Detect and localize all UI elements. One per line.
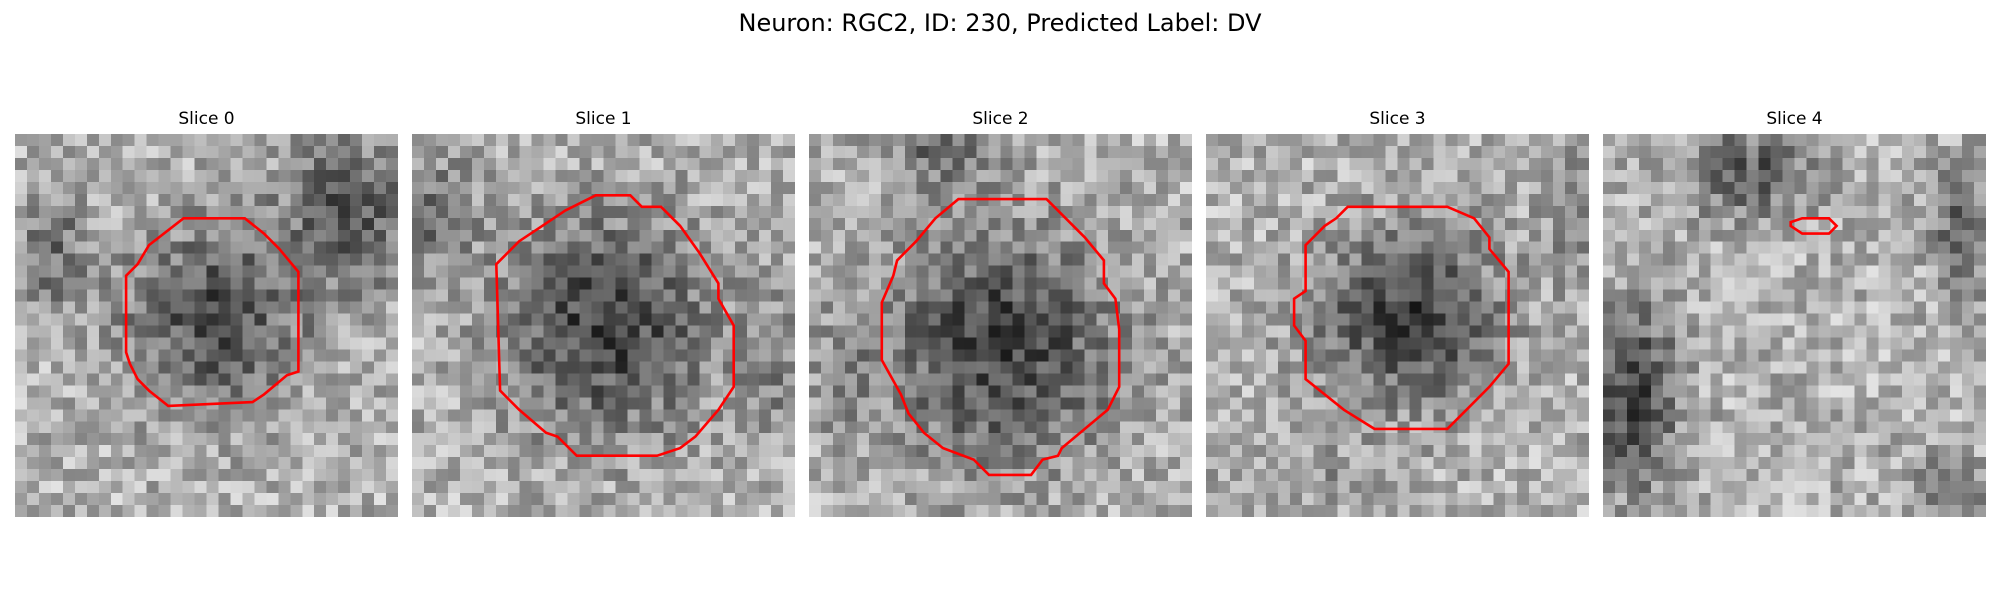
slice-image [15, 134, 398, 517]
segmentation-contour [124, 217, 300, 408]
slice-panel-1: Slice 1 [412, 108, 795, 520]
segmentation-contour [494, 193, 736, 458]
figure-title: Neuron: RGC2, ID: 230, Predicted Label: … [738, 9, 1262, 37]
slice-panel-0: Slice 0 [15, 108, 398, 520]
slice-image [809, 134, 1192, 517]
slice-image [412, 134, 795, 517]
pixel-grid [412, 134, 795, 517]
segmentation-contour [1789, 217, 1839, 235]
slice-title: Slice 3 [1369, 109, 1426, 129]
pixel-grid [1603, 134, 1986, 517]
segmentation-contour [1292, 205, 1510, 431]
slice-title: Slice 0 [178, 109, 235, 129]
pixel-grid [15, 134, 398, 517]
slice-title: Slice 2 [972, 109, 1029, 129]
slice-title: Slice 4 [1766, 109, 1823, 129]
slice-panel-3: Slice 3 [1206, 108, 1589, 520]
slice-panel-4: Slice 4 [1603, 108, 1986, 520]
slice-panel-2: Slice 2 [809, 108, 1192, 520]
pixel-grid [1206, 134, 1589, 517]
slice-image [1603, 134, 1986, 517]
slice-image [1206, 134, 1589, 517]
pixel-grid [809, 134, 1192, 517]
slice-title: Slice 1 [575, 109, 632, 129]
segmentation-contour [880, 197, 1121, 477]
